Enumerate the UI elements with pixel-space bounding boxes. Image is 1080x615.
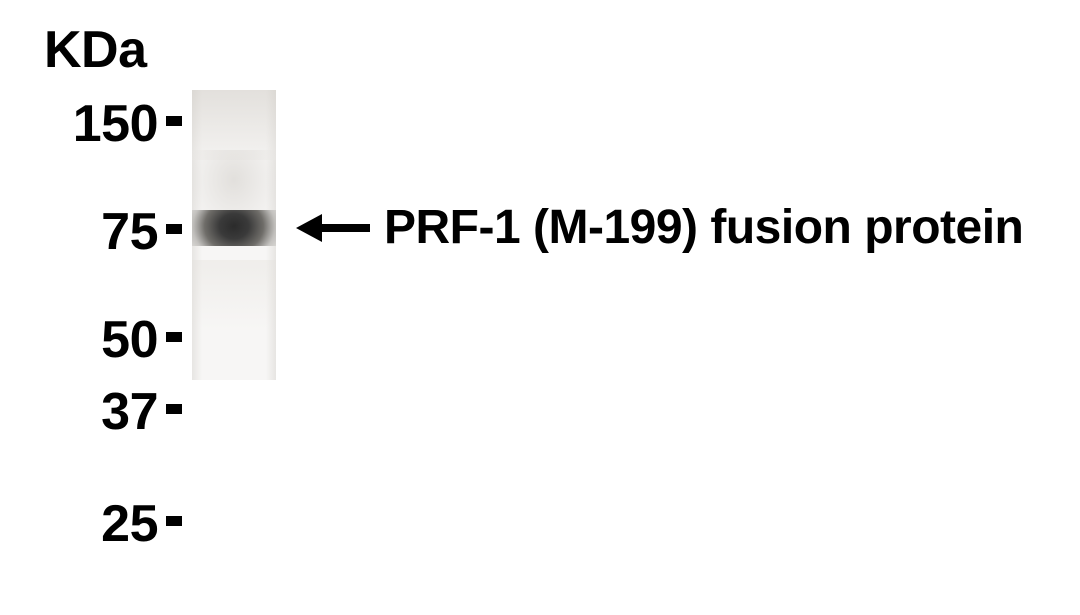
mw-marker-150: 150 bbox=[73, 94, 158, 154]
mw-marker-75: 75 bbox=[101, 202, 158, 262]
band-annotation-arrow-head bbox=[296, 214, 322, 242]
band-annotation-arrow-line bbox=[322, 224, 370, 232]
mw-tick-37 bbox=[166, 404, 182, 414]
mw-tick-75 bbox=[166, 224, 182, 234]
mw-marker-50: 50 bbox=[101, 310, 158, 370]
mw-marker-25: 25 bbox=[101, 494, 158, 554]
lane-noise bbox=[192, 150, 276, 210]
blot-lane bbox=[192, 90, 276, 380]
unit-label: KDa bbox=[44, 20, 174, 80]
mw-tick-25 bbox=[166, 516, 182, 526]
mw-tick-50 bbox=[166, 332, 182, 342]
mw-tick-150 bbox=[166, 116, 182, 126]
western-blot-figure: KDa 150 75 50 37 25 PRF-1 (M-199) fusion… bbox=[0, 0, 1080, 615]
band-annotation-label: PRF-1 (M-199) fusion protein bbox=[384, 200, 1023, 255]
mw-marker-37: 37 bbox=[101, 382, 158, 442]
lane-noise bbox=[192, 260, 276, 330]
band-prf1-fusion bbox=[192, 210, 276, 246]
